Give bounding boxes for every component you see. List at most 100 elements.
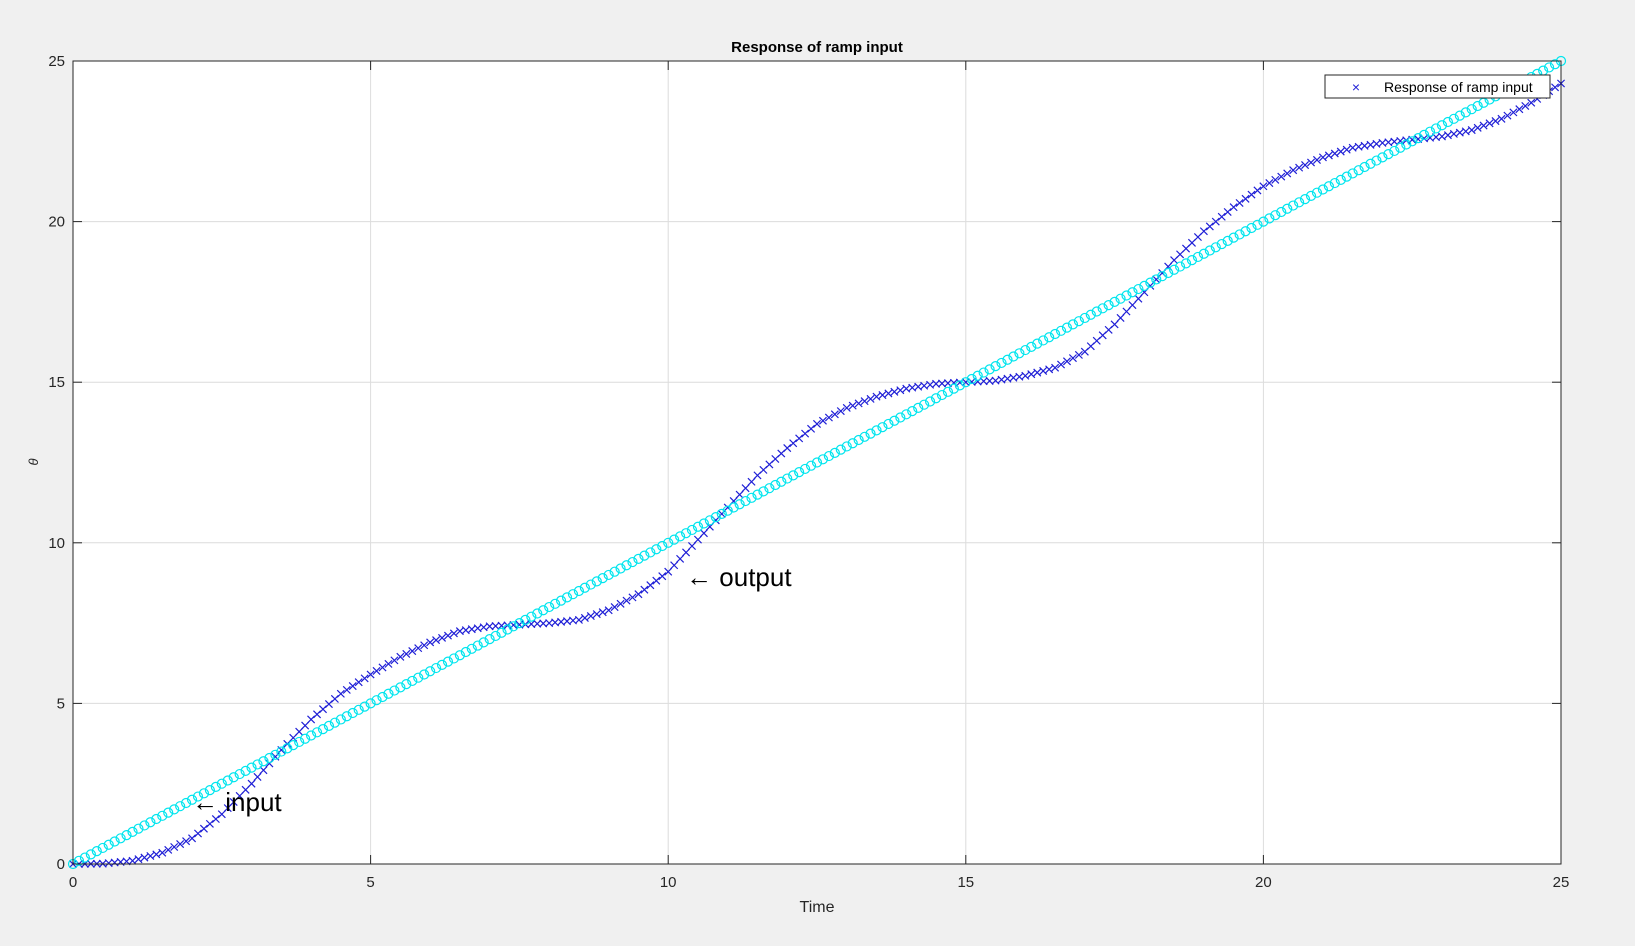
data-point — [1473, 123, 1482, 132]
data-point — [199, 824, 208, 833]
data-point — [728, 502, 739, 513]
data-point — [1335, 174, 1346, 185]
data-point — [258, 756, 269, 767]
data-point — [758, 486, 769, 497]
data-point — [300, 733, 311, 744]
data-point — [783, 444, 792, 453]
data-point — [378, 663, 387, 672]
data-point — [877, 422, 888, 433]
data-point — [1301, 161, 1310, 170]
data-point — [574, 615, 583, 624]
data-point — [817, 454, 829, 465]
data-point — [633, 553, 644, 564]
annotation-text: ← input — [192, 787, 282, 817]
data-point — [311, 727, 323, 738]
data-point — [1027, 370, 1036, 379]
data-point — [1419, 129, 1430, 140]
data-point — [79, 852, 91, 863]
data-point — [555, 595, 567, 606]
data-point — [567, 589, 579, 600]
data-point — [1216, 238, 1227, 250]
data-point — [1312, 155, 1321, 164]
data-point — [484, 634, 495, 645]
data-point — [276, 746, 287, 757]
x-tick-label: 20 — [1255, 874, 1272, 891]
data-point — [490, 630, 501, 642]
data-point — [1503, 111, 1512, 120]
data-point — [478, 637, 489, 648]
data-point — [829, 447, 840, 458]
data-point — [1097, 303, 1108, 314]
data-point — [1521, 101, 1530, 110]
data-point — [1103, 300, 1114, 311]
data-point — [241, 785, 250, 794]
axes-background — [73, 61, 1561, 864]
data-point — [1032, 338, 1043, 349]
data-point — [907, 406, 918, 417]
data-point — [592, 610, 601, 619]
data-point — [1079, 312, 1090, 324]
data-point — [448, 653, 460, 664]
data-point — [699, 529, 708, 538]
data-point — [436, 659, 448, 670]
data-point — [830, 410, 839, 419]
data-point — [182, 837, 191, 846]
data-point — [693, 535, 702, 544]
data-point — [990, 361, 1001, 372]
data-point — [234, 768, 245, 780]
x-tick-label: 25 — [1553, 874, 1570, 891]
data-point — [1383, 149, 1394, 160]
data-point — [1186, 255, 1198, 266]
data-point — [1068, 354, 1077, 363]
data-point — [1543, 62, 1555, 73]
legend[interactable]: × Response of ramp input — [1324, 74, 1551, 99]
data-point — [1448, 113, 1459, 124]
data-point — [371, 695, 382, 706]
data-point — [1057, 360, 1066, 369]
data-point — [1152, 275, 1161, 284]
data-point — [1549, 59, 1561, 70]
data-point — [675, 531, 686, 542]
data-point — [228, 772, 239, 783]
data-point — [1336, 147, 1345, 156]
data-point — [146, 851, 155, 860]
data-point — [151, 813, 162, 825]
data-point — [811, 457, 823, 468]
data-point — [1229, 203, 1238, 212]
data-point — [836, 407, 845, 416]
data-point — [1049, 328, 1061, 340]
data-point — [1527, 98, 1536, 107]
chart-title: Response of ramp input — [731, 39, 903, 56]
data-point — [1073, 316, 1084, 327]
data-point — [717, 509, 726, 518]
data-point — [1443, 131, 1452, 140]
data-point — [616, 599, 625, 608]
data-point — [390, 656, 399, 665]
data-point — [544, 601, 555, 613]
data-point — [384, 659, 393, 668]
annotations: ← input ← output — [192, 562, 792, 817]
plot-area — [67, 55, 1567, 870]
data-point — [622, 596, 631, 605]
data-point — [627, 556, 638, 568]
data-point — [223, 804, 232, 813]
data-point — [652, 576, 661, 585]
data-point — [741, 484, 750, 493]
data-point — [305, 730, 317, 741]
data-point — [924, 396, 936, 407]
y-tick-label: 20 — [48, 214, 65, 231]
data-point — [1134, 294, 1143, 303]
data-point — [466, 643, 477, 654]
data-point — [288, 740, 299, 751]
data-point — [1424, 126, 1436, 137]
data-point — [342, 685, 351, 694]
data-point — [1211, 217, 1220, 226]
data-point — [1461, 127, 1470, 136]
data-point — [842, 403, 851, 412]
data-point — [1389, 145, 1400, 157]
data-point — [348, 682, 357, 691]
data-point — [1151, 274, 1162, 285]
data-point — [377, 691, 388, 703]
data-point — [865, 428, 876, 439]
data-point — [550, 598, 561, 609]
